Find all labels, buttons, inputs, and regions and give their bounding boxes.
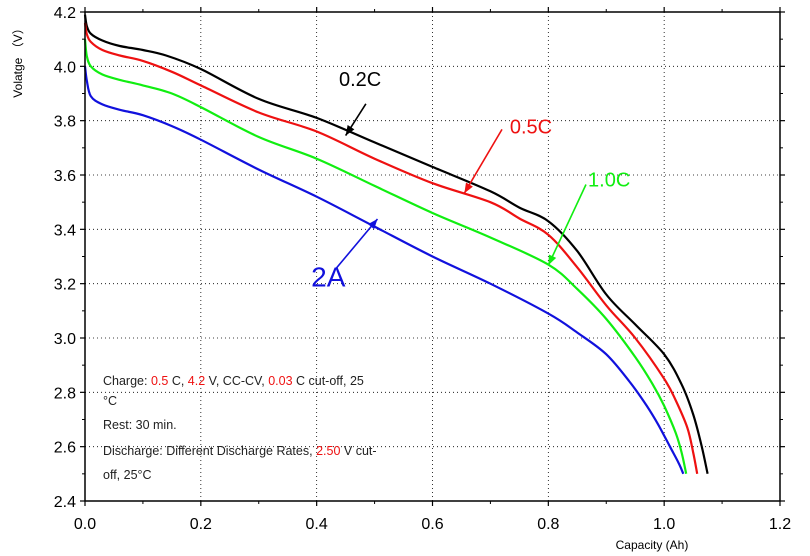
y-tick-label: 4.0 (54, 59, 76, 76)
x-tick-label: 1.2 (769, 516, 791, 533)
y-tick-label: 3.2 (54, 277, 76, 294)
note-line: Charge: 0.5 C, 4.2 V, CC-CV, 0.03 C cut-… (103, 374, 364, 388)
annotation-label: 0.5C (510, 117, 552, 139)
note-segment: Charge: (103, 374, 151, 388)
x-tick-label: 0.0 (74, 516, 96, 533)
y-tick-label: 2.8 (54, 385, 76, 402)
note-segment: Discharge: Different Discharge Rates, (103, 444, 316, 458)
y-tick-label: 4.2 (54, 5, 76, 22)
y-tick-label: 3.0 (54, 331, 76, 348)
y-tick-label: 2.4 (54, 494, 76, 511)
y-tick-label: 2.6 (54, 440, 76, 457)
x-tick-label: 1.0 (653, 516, 675, 533)
note-segment: 0.03 (268, 374, 292, 388)
x-tick-label: 0.2 (190, 516, 212, 533)
note-segment: 2.50 (316, 444, 340, 458)
annotation-arrow-head (345, 125, 355, 136)
y-tick-label: 3.8 (54, 114, 76, 131)
series-layer (83, 14, 709, 475)
note-line: °C (103, 394, 117, 408)
y-tick-label: 3.4 (54, 222, 76, 239)
y-axis-title: Volatge （V） (11, 22, 25, 97)
annotation-arrow-head (367, 219, 378, 230)
series-line-3 (83, 66, 685, 475)
note-segment: 0.5 (151, 374, 168, 388)
x-tick-label: 0.6 (421, 516, 443, 533)
tick-marks (80, 7, 785, 506)
x-tick-label: 0.4 (306, 516, 328, 533)
annotation-label: 0.2C (339, 69, 381, 91)
annotation-arrow-line (333, 218, 379, 272)
y-tick-labels: 2.4 2.6 2.8 3.0 3.2 3.4 3.6 3.8 4.0 4.2 (54, 5, 76, 511)
x-tick-label: 0.8 (537, 516, 559, 533)
series-line-2 (83, 39, 688, 475)
annotation-arrow-head (464, 182, 473, 194)
series-line-0 (83, 14, 709, 475)
annotation-label: 1.0C (588, 169, 630, 191)
x-tick-labels: 0.0 0.2 0.4 0.6 0.8 1.0 1.2 (74, 516, 791, 533)
x-axis-title: Capacity (Ah) (616, 538, 689, 552)
annotation-arrow-line (463, 128, 503, 194)
note-segment: C cut-off, 25 (293, 374, 364, 388)
y-tick-label: 3.6 (54, 168, 76, 185)
conditions-note: Charge: 0.5 C, 4.2 V, CC-CV, 0.03 C cut-… (103, 374, 377, 482)
annotation-arrow-head (548, 254, 557, 266)
annotation-arrow-line (547, 184, 587, 266)
note-segment: Rest: 30 min. (103, 418, 177, 432)
note-segment: off, 25°C (103, 468, 152, 482)
note-line: off, 25°C (103, 468, 152, 482)
note-segment: V, CC-CV, (205, 374, 268, 388)
note-segment: 4.2 (188, 374, 205, 388)
series-line-1 (83, 22, 699, 475)
note-segment: °C (103, 394, 117, 408)
note-segment: V cut- (340, 444, 376, 458)
note-line: Discharge: Different Discharge Rates, 2.… (103, 444, 377, 458)
note-segment: C, (168, 374, 187, 388)
annotation-label: 2A (311, 261, 346, 292)
note-line: Rest: 30 min. (103, 418, 177, 432)
series-annotations: 0.2C 0.5C 1.0C 2A (311, 69, 630, 292)
